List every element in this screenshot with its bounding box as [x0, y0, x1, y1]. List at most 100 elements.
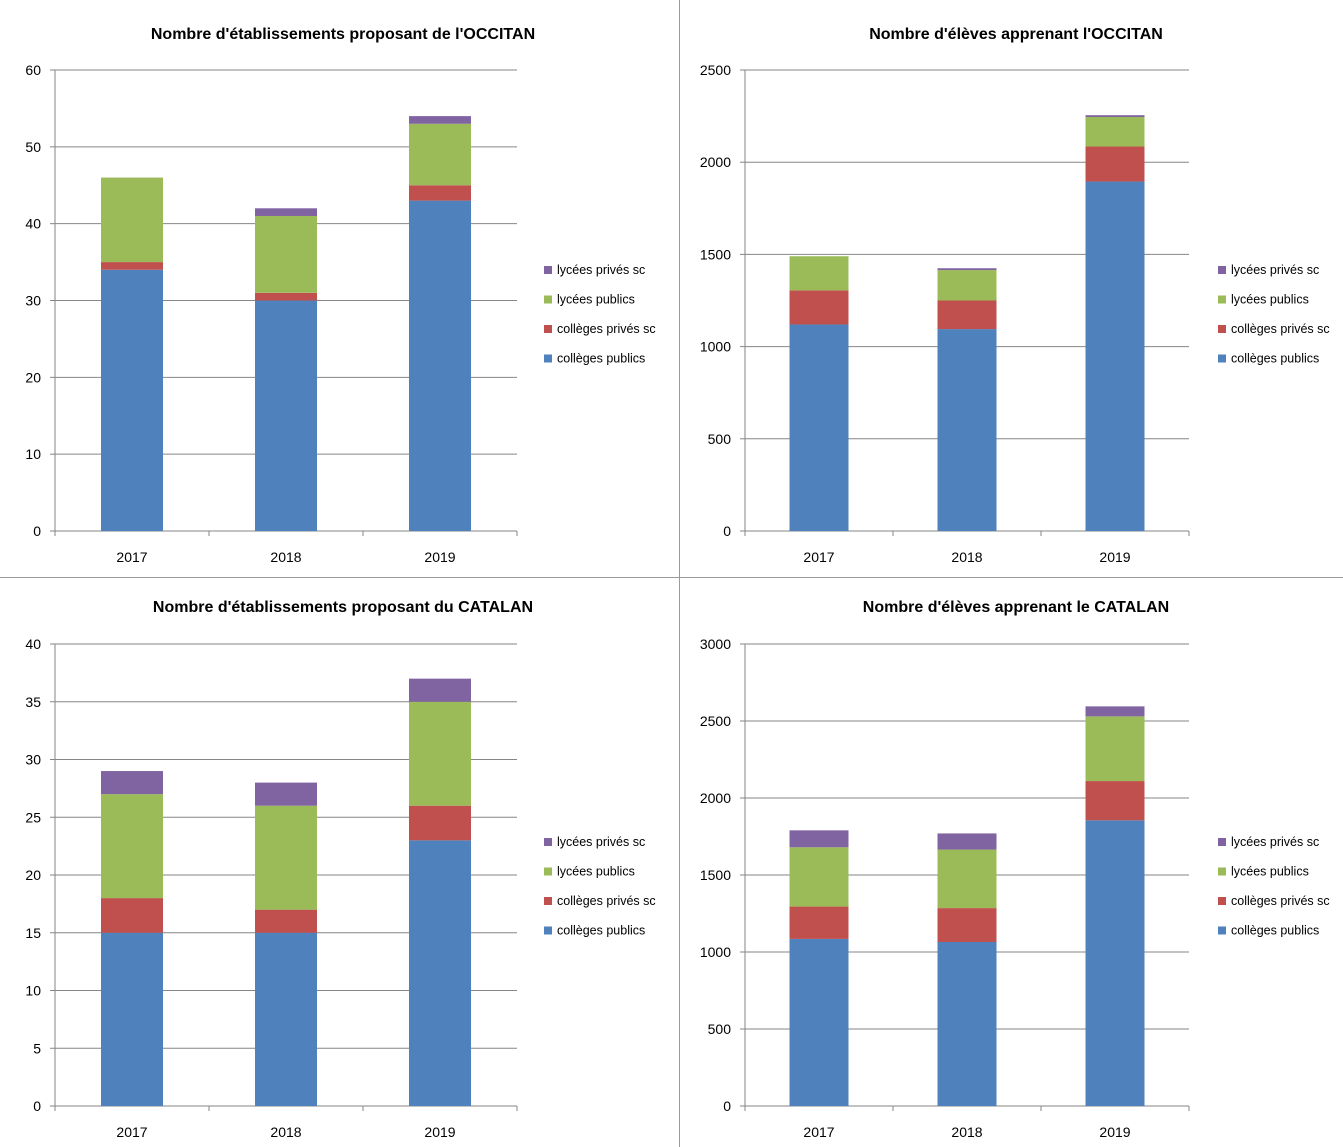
- chart-panel-catalan-etablissements: Nombre d'établissements proposant du CAT…: [0, 578, 679, 1147]
- vertical-divider: [679, 0, 680, 1147]
- x-tick-label: 2019: [424, 1124, 455, 1140]
- legend-swatch: [1218, 838, 1226, 846]
- y-tick-label: 2000: [700, 154, 731, 170]
- bar-segment: [937, 268, 997, 271]
- bar-segment: [255, 932, 317, 1106]
- y-tick-label: 3000: [700, 636, 731, 652]
- legend-label: collèges publics: [1231, 924, 1319, 938]
- bar-segment: [409, 678, 471, 702]
- legend-label: lycées privés sc: [1231, 263, 1319, 277]
- x-tick-label: 2018: [951, 549, 982, 565]
- legend-swatch: [1218, 295, 1226, 304]
- bar-segment: [937, 833, 997, 850]
- x-tick-label: 2019: [1099, 1124, 1130, 1140]
- bar-segment: [255, 300, 317, 531]
- bar-segment: [101, 262, 163, 270]
- bar-segment: [1085, 146, 1145, 182]
- y-tick-label: 0: [33, 523, 41, 539]
- y-tick-label: 10: [25, 983, 41, 999]
- bar-segment: [937, 300, 997, 330]
- chart-panel-occitan-etablissements: Nombre d'établissements proposant de l'O…: [0, 0, 679, 577]
- legend-label: collèges publics: [557, 352, 645, 366]
- legend-swatch: [544, 354, 552, 363]
- chart-title: Nombre d'établissements proposant du CAT…: [153, 599, 533, 616]
- y-tick-label: 2500: [700, 62, 731, 78]
- y-tick-label: 40: [25, 216, 41, 232]
- legend-swatch: [1218, 325, 1226, 333]
- bar-segment: [255, 292, 317, 301]
- y-tick-label: 30: [25, 293, 41, 309]
- legend-swatch: [544, 838, 552, 846]
- bar-segment: [937, 270, 997, 301]
- legend-label: collèges publics: [1231, 352, 1319, 366]
- y-tick-label: 30: [25, 752, 41, 768]
- y-tick-label: 50: [25, 139, 41, 155]
- bar-segment: [1085, 115, 1145, 118]
- bar-segment: [409, 123, 471, 186]
- bar-segment: [937, 908, 997, 942]
- legend-label: lycées privés sc: [1231, 835, 1319, 849]
- x-tick-label: 2018: [270, 549, 301, 565]
- x-tick-label: 2018: [270, 1124, 301, 1140]
- x-tick-label: 2018: [951, 1124, 982, 1140]
- y-tick-label: 25: [25, 809, 41, 825]
- y-tick-label: 20: [25, 369, 41, 385]
- bar-segment: [409, 185, 471, 201]
- y-tick-label: 5: [33, 1040, 41, 1056]
- chart-svg: Nombre d'établissements proposant de l'O…: [25, 26, 656, 565]
- bar-segment: [937, 849, 997, 909]
- bar-segment: [1085, 820, 1145, 1106]
- legend-swatch: [544, 266, 552, 274]
- bar-segment: [101, 898, 163, 933]
- legend-label: collèges privés sc: [1231, 894, 1330, 908]
- bar-segment: [1085, 781, 1145, 821]
- chart-panel-catalan-eleves: Nombre d'élèves apprenant le CATALAN 0 500…: [680, 578, 1343, 1147]
- bar-segment: [101, 771, 163, 795]
- legend-swatch: [1218, 354, 1226, 363]
- legend-swatch: [544, 897, 552, 905]
- y-tick-label: 1000: [700, 944, 731, 960]
- y-tick-label: 20: [25, 867, 41, 883]
- bar-segment: [789, 830, 849, 848]
- bar-segment: [937, 329, 997, 531]
- legend-label: lycées publics: [557, 865, 635, 879]
- bar-segment: [101, 932, 163, 1106]
- legend-label: collèges privés sc: [557, 322, 656, 336]
- legend-swatch: [1218, 926, 1226, 935]
- bar-segment: [409, 805, 471, 841]
- y-tick-label: 0: [33, 1098, 41, 1114]
- y-tick-label: 2000: [700, 790, 731, 806]
- bar-segment: [255, 215, 317, 293]
- x-tick-label: 2017: [803, 549, 834, 565]
- y-tick-label: 10: [25, 446, 41, 462]
- legend-label: collèges privés sc: [557, 894, 656, 908]
- legend-label: collèges privés sc: [1231, 322, 1330, 336]
- bar-segment: [101, 794, 163, 899]
- bar-segment: [255, 782, 317, 806]
- bar-segment: [789, 906, 849, 939]
- legend-swatch: [544, 926, 552, 935]
- bar-segment: [409, 701, 471, 806]
- bar-segment: [789, 847, 849, 907]
- bar-segment: [1085, 181, 1145, 531]
- bar-segment: [1085, 716, 1145, 782]
- x-tick-label: 2019: [424, 549, 455, 565]
- y-tick-label: 40: [25, 636, 41, 652]
- legend-swatch: [1218, 266, 1226, 274]
- y-tick-label: 2500: [700, 713, 731, 729]
- legend-swatch: [544, 295, 552, 304]
- bar-segment: [255, 208, 317, 216]
- legend-label: lycées privés sc: [557, 263, 645, 277]
- bar-segment: [789, 324, 849, 531]
- y-tick-label: 0: [723, 523, 731, 539]
- bar-segment: [409, 116, 471, 124]
- chart-svg: Nombre d'établissements proposant du CAT…: [25, 599, 656, 1140]
- y-tick-label: 0: [723, 1098, 731, 1114]
- legend-swatch: [544, 867, 552, 876]
- chart-title: Nombre d'élèves apprenant le CATALAN: [863, 599, 1169, 616]
- y-tick-label: 1500: [700, 246, 731, 262]
- legend-swatch: [1218, 897, 1226, 905]
- bar-segment: [937, 941, 997, 1106]
- legend-label: lycées publics: [1231, 293, 1309, 307]
